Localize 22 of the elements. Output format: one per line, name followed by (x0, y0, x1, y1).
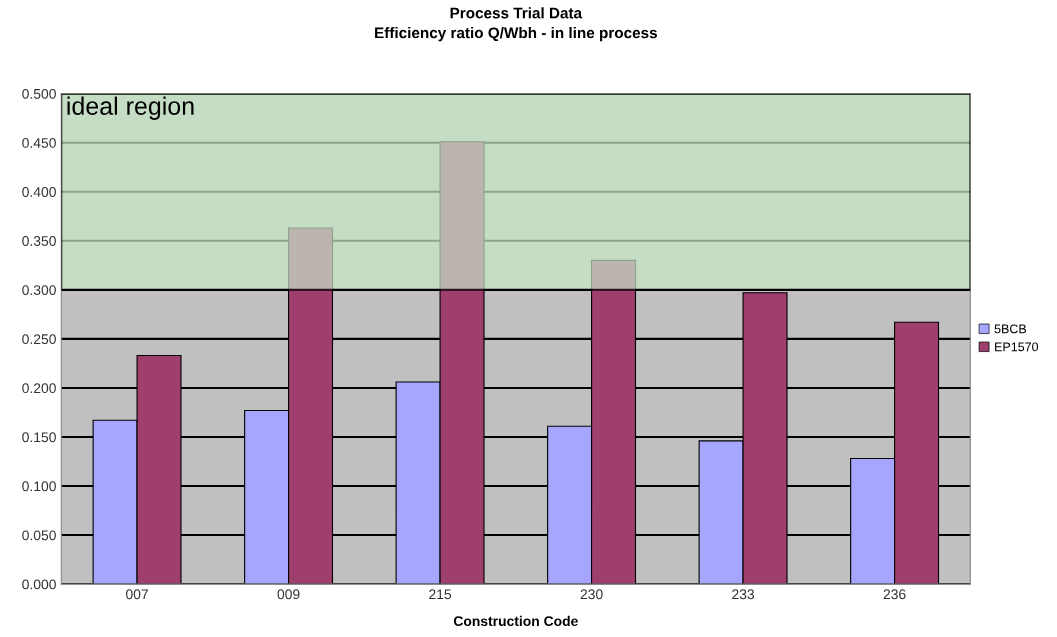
x-tick-label: 007 (126, 589, 148, 600)
y-tick-label: 0.200 (22, 383, 56, 394)
y-tick-label: 0.450 (22, 138, 56, 148)
y-tick-label: 0.050 (22, 530, 56, 541)
y-tick-label: 0.250 (22, 334, 56, 345)
y-tick-label: 0.000 (22, 579, 56, 590)
y-tick-label: 0.500 (22, 88, 56, 99)
legend-label: 5BCB (994, 324, 1027, 334)
x-axis-title: Construction Code (453, 615, 578, 627)
x-tick-label: 230 (580, 589, 603, 600)
x-tick-label: 215 (429, 589, 452, 600)
legend-label: EP1570 (995, 342, 1039, 352)
band-label: ideal region (67, 96, 194, 120)
x-tick-label: 236 (883, 589, 906, 600)
y-tick-label: 0.100 (22, 481, 56, 492)
y-tick-label: 0.300 (22, 285, 56, 295)
chart-title: Process Trial Data Efficiency ratio Q/Wbh - in line process (375, 7, 657, 42)
y-tick-label: 0.400 (22, 187, 56, 197)
y-tick-label: 0.350 (22, 236, 56, 246)
x-tick-label: 233 (732, 589, 755, 600)
x-tick-label: 009 (277, 589, 300, 600)
y-tick-label: 0.150 (22, 432, 56, 443)
